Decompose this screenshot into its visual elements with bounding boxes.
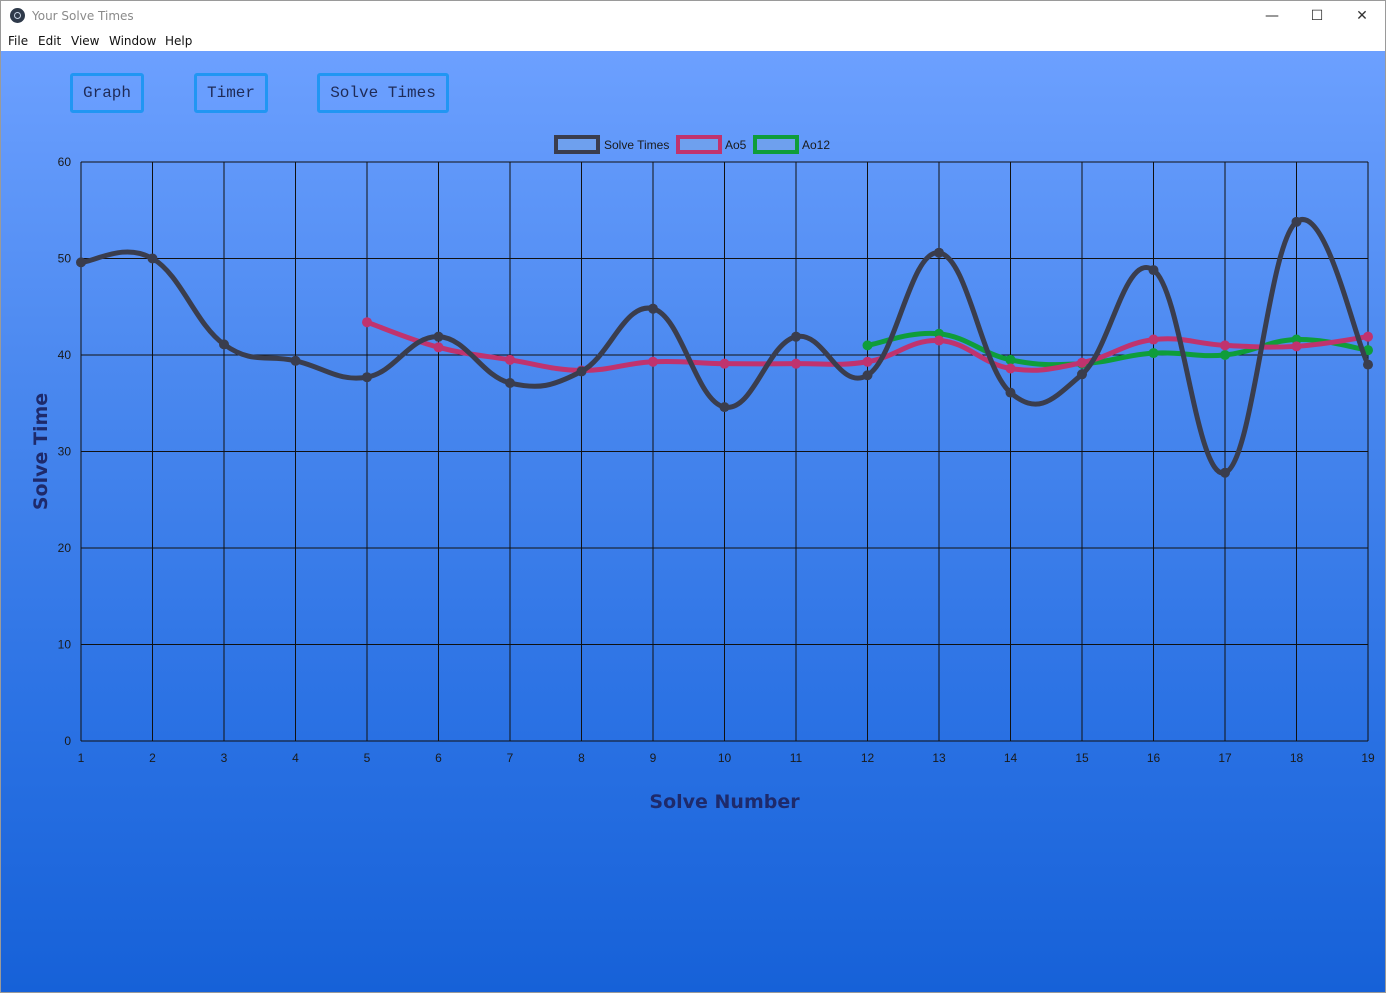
timer-button[interactable]: Timer bbox=[194, 73, 268, 113]
app-icon bbox=[10, 8, 25, 23]
solve-times-point bbox=[147, 253, 158, 264]
menu-bar: File Edit View Window Help bbox=[1, 31, 1385, 51]
x-tick-label: 19 bbox=[1361, 751, 1375, 765]
y-tick-label: 40 bbox=[58, 348, 72, 362]
x-tick-label: 1 bbox=[78, 751, 85, 765]
solve-times-legend-label: Solve Times bbox=[604, 138, 669, 152]
x-tick-label: 14 bbox=[1004, 751, 1018, 765]
ao5-point bbox=[1291, 341, 1302, 352]
x-tick-label: 7 bbox=[507, 751, 514, 765]
solve-times-point bbox=[576, 366, 587, 377]
y-tick-label: 0 bbox=[64, 734, 71, 748]
x-tick-label: 16 bbox=[1147, 751, 1161, 765]
x-axis-title: Solve Number bbox=[649, 791, 800, 813]
solve-times-point bbox=[934, 247, 944, 258]
ao5-point bbox=[1077, 357, 1087, 368]
x-tick-label: 4 bbox=[292, 751, 299, 765]
solve-times-point bbox=[1363, 359, 1373, 370]
solve-times-point bbox=[1005, 387, 1016, 398]
x-tick-label: 6 bbox=[435, 751, 442, 765]
x-tick-label: 12 bbox=[861, 751, 875, 765]
ao12-line bbox=[865, 330, 1371, 368]
ao5-point bbox=[1220, 340, 1230, 351]
ao5-point bbox=[505, 354, 515, 365]
ao12-point bbox=[1220, 350, 1230, 360]
solve-times-point bbox=[648, 303, 658, 314]
ao12-legend-swatch bbox=[753, 135, 799, 154]
maximize-button[interactable]: ☐ bbox=[1310, 8, 1324, 24]
x-tick-label: 17 bbox=[1218, 751, 1232, 765]
menu-file[interactable]: File bbox=[8, 34, 29, 48]
ao5-point bbox=[1005, 363, 1016, 374]
ao12-point bbox=[862, 340, 873, 351]
ao5-point bbox=[862, 356, 873, 367]
minimize-button[interactable]: — bbox=[1265, 8, 1279, 24]
ao5-point bbox=[1148, 334, 1159, 345]
main-content: Graph Timer Solve Times 0 10 20 30 40 50 60 1 2 3… bbox=[1, 51, 1385, 992]
solve-times-point bbox=[791, 331, 801, 342]
solve-times-point bbox=[719, 402, 730, 413]
y-axis-title: Solve Time bbox=[30, 393, 52, 510]
solve-times-point bbox=[433, 331, 444, 342]
y-tick-label: 60 bbox=[58, 155, 72, 169]
ao5-point bbox=[791, 358, 801, 369]
x-tick-label: 3 bbox=[221, 751, 228, 765]
ao12-point bbox=[1005, 354, 1016, 365]
x-tick-label: 15 bbox=[1075, 751, 1089, 765]
ao12-point bbox=[1148, 348, 1159, 359]
solve-times-point bbox=[290, 355, 301, 366]
x-tick-label: 13 bbox=[932, 751, 946, 765]
ao5-point bbox=[433, 342, 444, 353]
menu-view[interactable]: View bbox=[71, 34, 100, 48]
ao5-point bbox=[934, 335, 944, 346]
solve-times-point bbox=[1291, 216, 1302, 227]
ao5-legend-swatch bbox=[676, 135, 722, 154]
solve-times-legend-swatch bbox=[554, 135, 600, 154]
ao5-point bbox=[648, 356, 658, 367]
y-tick-label: 20 bbox=[58, 541, 72, 555]
y-tick-label: 10 bbox=[58, 638, 72, 652]
y-tick-label: 30 bbox=[58, 445, 72, 459]
ao5-legend-label: Ao5 bbox=[725, 138, 747, 152]
close-button[interactable]: ✕ bbox=[1356, 8, 1368, 24]
x-tick-label: 5 bbox=[364, 751, 371, 765]
solve-times-point bbox=[219, 339, 229, 350]
y-tick-label: 50 bbox=[58, 252, 72, 266]
x-tick-label: 10 bbox=[718, 751, 732, 765]
x-tick-label: 18 bbox=[1290, 751, 1304, 765]
solve-times-button[interactable]: Solve Times bbox=[317, 73, 449, 113]
title-bar[interactable]: Your Solve Times — ☐ ✕ bbox=[1, 1, 1385, 31]
ao12-legend-label: Ao12 bbox=[802, 138, 830, 152]
solve-times-point bbox=[1077, 369, 1087, 380]
x-tick-label: 8 bbox=[578, 751, 585, 765]
solve-times-point bbox=[862, 370, 873, 381]
menu-edit[interactable]: Edit bbox=[38, 34, 62, 48]
ao5-point bbox=[362, 317, 372, 328]
window-title: Your Solve Times bbox=[32, 9, 134, 23]
x-tick-label: 9 bbox=[650, 751, 657, 765]
menu-window[interactable]: Window bbox=[109, 34, 157, 48]
solve-times-point bbox=[1220, 467, 1230, 478]
ao5-point bbox=[719, 358, 730, 369]
solve-times-point bbox=[505, 377, 515, 388]
menu-help[interactable]: Help bbox=[165, 34, 193, 48]
solve-times-point bbox=[362, 372, 372, 383]
solve-times-point bbox=[76, 257, 86, 268]
graph-button[interactable]: Graph bbox=[70, 73, 144, 113]
solve-times-line bbox=[78, 217, 1371, 476]
ao5-point bbox=[1363, 331, 1373, 342]
solve-times-point bbox=[1148, 265, 1159, 276]
x-tick-label: 2 bbox=[149, 751, 156, 765]
x-tick-label: 11 bbox=[790, 751, 803, 765]
